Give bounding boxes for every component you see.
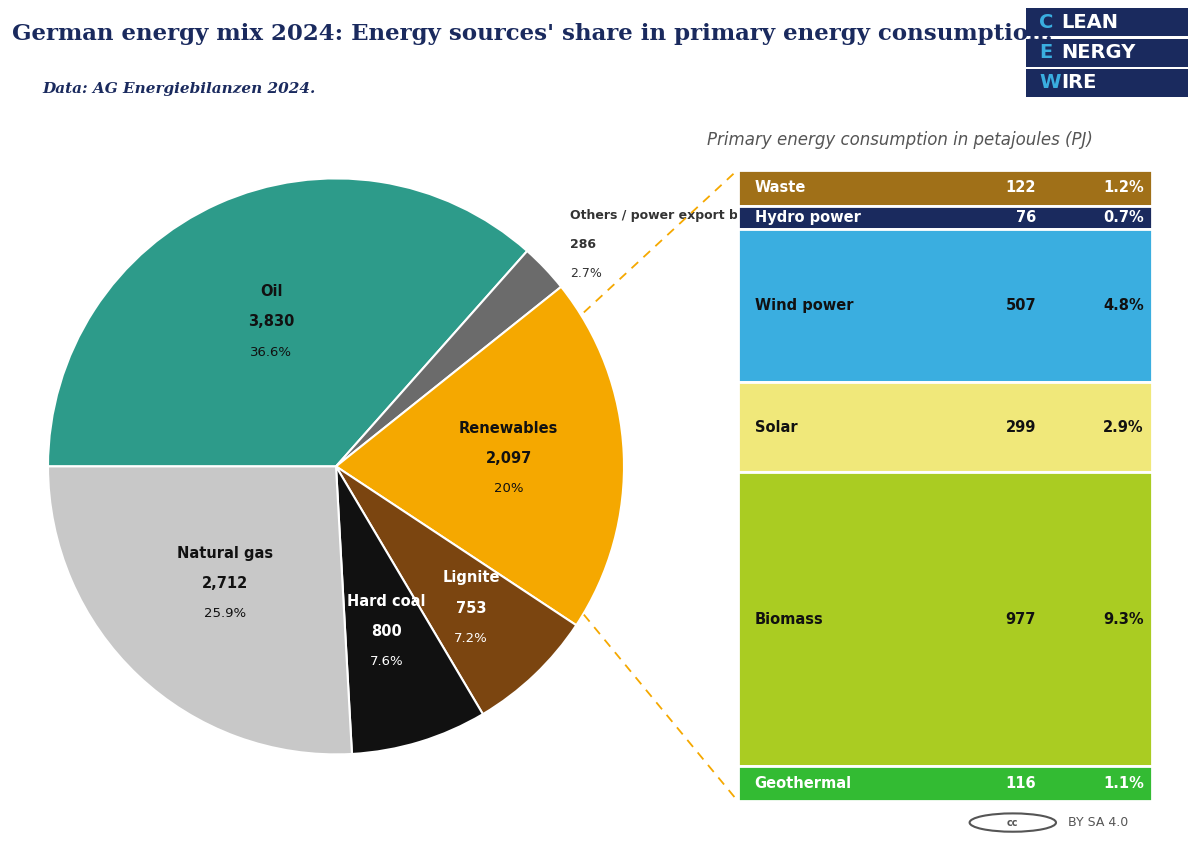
Text: Biomass: Biomass (755, 611, 823, 627)
Text: 1.1%: 1.1% (1103, 777, 1144, 791)
Text: 507: 507 (1006, 298, 1036, 313)
Text: 800: 800 (371, 624, 402, 639)
Bar (1026, 69, 1188, 97)
Bar (738, 229, 1152, 382)
Text: 3,830: 3,830 (248, 315, 294, 329)
Text: 25.9%: 25.9% (204, 607, 246, 620)
Text: German energy mix 2024: Energy sources' share in primary energy consumption.: German energy mix 2024: Energy sources' … (12, 23, 1052, 45)
Text: 2,097: 2,097 (486, 451, 532, 466)
Text: C: C (1039, 13, 1054, 32)
Text: Primary energy consumption in petajoules (PJ): Primary energy consumption in petajoules… (707, 131, 1093, 149)
Text: 20%: 20% (494, 483, 523, 495)
Text: Natural gas: Natural gas (178, 546, 274, 561)
Wedge shape (336, 251, 562, 466)
Text: 9.3%: 9.3% (1103, 611, 1144, 627)
Text: NERGY: NERGY (1062, 43, 1136, 62)
Text: Oil: Oil (260, 284, 282, 299)
Text: 0.7%: 0.7% (1103, 210, 1144, 226)
Bar (1026, 39, 1188, 66)
Text: 116: 116 (1006, 777, 1036, 791)
Text: cc: cc (1007, 817, 1019, 828)
Text: Renewables: Renewables (458, 421, 558, 436)
Text: BY SA 4.0: BY SA 4.0 (1068, 816, 1128, 829)
Text: Lignite: Lignite (443, 571, 500, 585)
Text: IRE: IRE (1062, 73, 1097, 92)
Text: Waste: Waste (755, 181, 806, 196)
Text: E: E (1039, 43, 1052, 62)
Text: 753: 753 (456, 600, 486, 616)
Text: 76: 76 (1016, 210, 1036, 226)
Text: Geothermal: Geothermal (755, 777, 852, 791)
Text: Hydro power: Hydro power (755, 210, 860, 226)
Wedge shape (48, 178, 527, 466)
Bar (738, 472, 1152, 767)
Text: W: W (1039, 73, 1061, 92)
Text: 2,712: 2,712 (202, 576, 248, 591)
Bar (738, 767, 1152, 801)
Text: 4.8%: 4.8% (1103, 298, 1144, 313)
Text: Others / power export balance: Others / power export balance (570, 209, 784, 222)
Text: Data: AG Energiebilanzen 2024.: Data: AG Energiebilanzen 2024. (42, 81, 316, 96)
Bar (1026, 8, 1188, 36)
Text: 2.9%: 2.9% (1103, 420, 1144, 434)
Bar (738, 206, 1152, 229)
Text: 122: 122 (1006, 181, 1036, 196)
Text: 1.2%: 1.2% (1103, 181, 1144, 196)
Text: 7.2%: 7.2% (454, 632, 488, 645)
Text: 299: 299 (1006, 420, 1036, 434)
Text: 977: 977 (1006, 611, 1036, 627)
Wedge shape (336, 466, 576, 714)
Text: 36.6%: 36.6% (250, 346, 292, 359)
Bar (738, 170, 1152, 206)
Text: LEAN: LEAN (1062, 13, 1118, 32)
Wedge shape (336, 287, 624, 625)
Text: 2.7%: 2.7% (570, 266, 602, 280)
Text: 7.6%: 7.6% (370, 656, 403, 668)
Text: 286: 286 (570, 238, 596, 251)
Text: Solar: Solar (755, 420, 797, 434)
Text: Hard coal: Hard coal (347, 594, 426, 609)
Bar (738, 382, 1152, 472)
Wedge shape (48, 466, 352, 755)
Wedge shape (336, 466, 482, 754)
Text: Wind power: Wind power (755, 298, 853, 313)
